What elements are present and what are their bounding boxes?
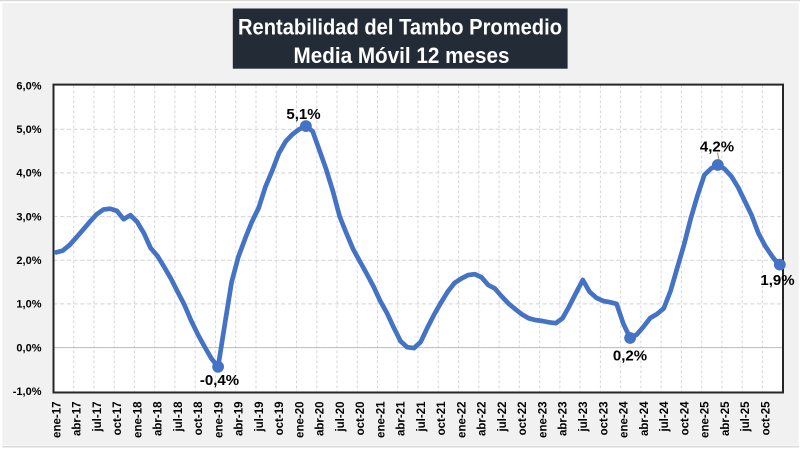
svg-text:ene-17: ene-17	[51, 402, 63, 438]
svg-text:-1,0%: -1,0%	[13, 386, 42, 398]
svg-text:jul-17: jul-17	[92, 402, 104, 433]
svg-text:abr-18: abr-18	[153, 401, 165, 436]
svg-text:jul-23: jul-23	[578, 402, 590, 433]
svg-text:ene-22: ene-22	[456, 402, 468, 438]
svg-text:Media Móvil 12 meses: Media Móvil 12 meses	[294, 43, 510, 68]
svg-text:jul-20: jul-20	[335, 402, 347, 433]
svg-text:jul-21: jul-21	[416, 401, 428, 433]
svg-text:4,0%: 4,0%	[16, 168, 41, 180]
svg-text:1,9%: 1,9%	[760, 272, 794, 289]
svg-text:4,2%: 4,2%	[700, 138, 734, 155]
svg-text:0,0%: 0,0%	[16, 342, 41, 354]
svg-text:oct-18: oct-18	[193, 401, 205, 435]
svg-text:oct-20: oct-20	[355, 402, 367, 436]
svg-text:1,0%: 1,0%	[16, 299, 41, 311]
svg-text:abr-23: abr-23	[558, 402, 570, 437]
svg-text:3,0%: 3,0%	[16, 211, 41, 223]
svg-text:oct-17: oct-17	[112, 402, 124, 436]
svg-text:ene-24: ene-24	[619, 401, 631, 438]
svg-text:oct-21: oct-21	[436, 401, 448, 435]
svg-text:ene-18: ene-18	[132, 401, 144, 438]
svg-text:abr-20: abr-20	[315, 402, 327, 437]
svg-text:Rentabilidad del Tambo Promedi: Rentabilidad del Tambo Promedio	[238, 14, 562, 39]
svg-text:5,1%: 5,1%	[286, 106, 320, 123]
svg-text:abr-22: abr-22	[477, 402, 489, 437]
svg-text:0,2%: 0,2%	[613, 348, 647, 365]
svg-text:2,0%: 2,0%	[16, 255, 41, 267]
svg-text:oct-23: oct-23	[598, 402, 610, 436]
svg-text:oct-19: oct-19	[274, 402, 286, 436]
svg-text:ene-23: ene-23	[538, 402, 550, 438]
svg-text:abr-19: abr-19	[234, 402, 246, 437]
svg-text:ene-19: ene-19	[213, 402, 225, 438]
svg-text:abr-21: abr-21	[396, 401, 408, 436]
svg-text:jul-25: jul-25	[740, 401, 752, 433]
svg-text:abr-24: abr-24	[639, 401, 651, 436]
svg-text:jul-22: jul-22	[497, 402, 509, 433]
svg-text:abr-25: abr-25	[720, 401, 732, 436]
svg-text:5,0%: 5,0%	[16, 124, 41, 136]
svg-text:ene-25: ene-25	[700, 401, 712, 438]
svg-text:oct-24: oct-24	[679, 401, 691, 435]
svg-text:jul-24: jul-24	[659, 401, 671, 433]
svg-text:ene-20: ene-20	[294, 402, 306, 438]
svg-text:6,0%: 6,0%	[16, 80, 41, 92]
svg-text:-0,4%: -0,4%	[200, 372, 239, 389]
svg-text:jul-19: jul-19	[254, 402, 266, 433]
svg-text:jul-18: jul-18	[173, 401, 185, 433]
svg-text:abr-17: abr-17	[72, 402, 84, 437]
svg-text:ene-21: ene-21	[375, 401, 387, 438]
svg-text:oct-22: oct-22	[517, 402, 529, 436]
svg-text:oct-25: oct-25	[760, 401, 772, 435]
